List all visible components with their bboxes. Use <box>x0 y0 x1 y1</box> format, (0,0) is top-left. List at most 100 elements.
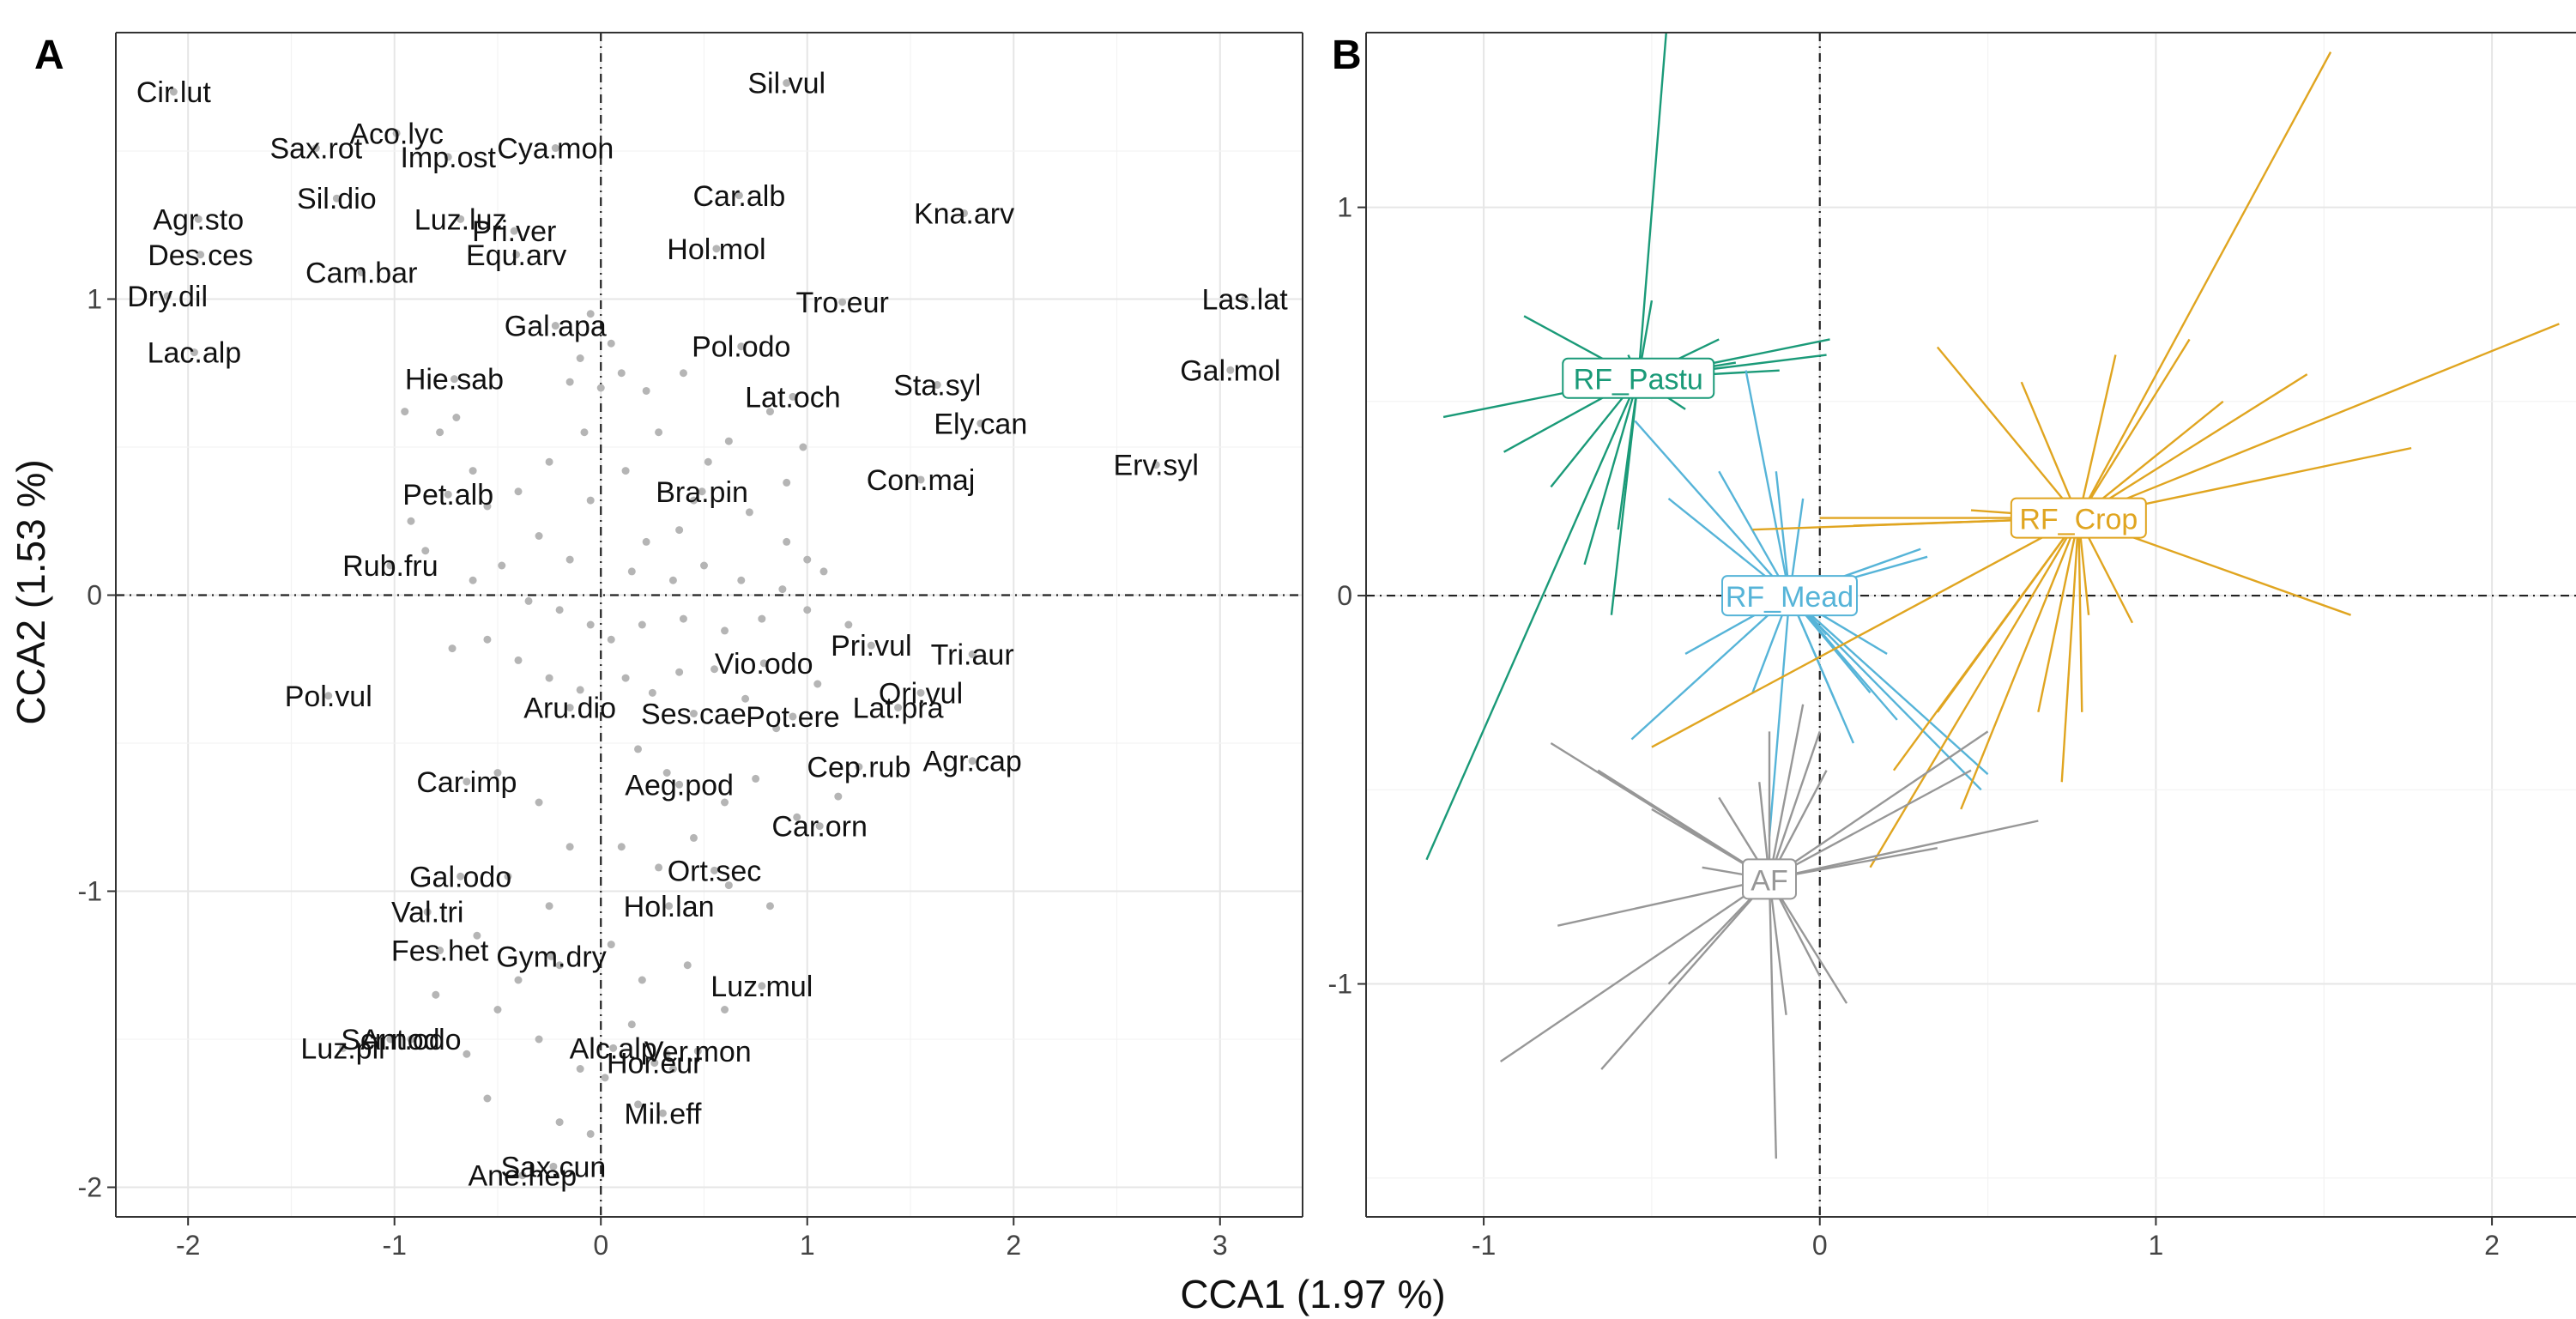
species-point <box>436 947 444 954</box>
species-point <box>607 941 615 949</box>
species-point <box>778 585 787 594</box>
species-point <box>545 902 553 911</box>
species-point <box>834 792 843 801</box>
species-label: Agr.cap <box>923 746 1022 778</box>
species-point <box>789 392 797 401</box>
species-point <box>765 408 774 416</box>
species-point <box>194 215 203 223</box>
panel-b-group-spider: B RF_Pastu RF_Mead RF_Crop AF -1 0 1 2 -1 0 1 <box>1328 32 2576 1261</box>
species-point <box>689 833 698 842</box>
species-point <box>712 245 721 253</box>
species-label: Imp.ost <box>400 142 496 174</box>
species-point <box>565 704 574 712</box>
x-tick-label: 0 <box>593 1230 608 1261</box>
group-spoke <box>1718 470 1791 596</box>
species-point <box>586 1129 595 1138</box>
species-label: Sax.cun <box>500 1151 606 1183</box>
species-label: Gym.dry <box>496 941 606 973</box>
species-label: Gal.mol <box>1180 354 1280 387</box>
species-point <box>699 561 708 570</box>
y-tick-label: 1 <box>87 284 102 315</box>
group-spoke <box>2077 517 2083 712</box>
group-spoke <box>1600 878 1770 1070</box>
species-point <box>463 1050 471 1058</box>
group-spoke <box>1768 595 1791 837</box>
x-tick-label: 2 <box>2484 1230 2500 1261</box>
x-tick-label: -1 <box>1472 1230 1496 1261</box>
group-spoke <box>2077 373 2308 519</box>
species-label: Sta.syl <box>893 370 981 402</box>
species-point <box>758 614 766 623</box>
species-label: Agr.sto <box>153 203 244 236</box>
y-tick-label: -2 <box>78 1172 102 1203</box>
species-point <box>576 354 584 362</box>
species-point <box>576 686 584 694</box>
species-point <box>617 369 626 378</box>
species-point <box>721 1006 729 1013</box>
group-spoke <box>1768 731 1821 880</box>
species-point <box>689 496 698 505</box>
species-point <box>493 1006 502 1013</box>
species-point <box>514 487 523 496</box>
group-label-box <box>2010 497 2147 539</box>
species-point <box>407 517 415 525</box>
species-point <box>617 843 626 851</box>
species-point <box>737 342 746 351</box>
species-point <box>493 769 502 777</box>
species-label: Car.orn <box>771 811 868 844</box>
group-spoke <box>1651 517 2079 748</box>
group-spoke <box>1768 879 1778 1159</box>
species-label: Aru.dio <box>523 693 616 725</box>
species-label: Ely.can <box>934 408 1027 440</box>
species-point <box>977 419 985 427</box>
species-point <box>596 384 605 392</box>
species-point <box>524 596 533 605</box>
species-label: Alc.alp <box>570 1032 657 1065</box>
group-label: RF_Mead <box>1726 581 1853 614</box>
group-spoke <box>1769 769 1972 880</box>
x-tick-label: 0 <box>1812 1230 1828 1261</box>
x-tick-label: -2 <box>176 1230 200 1261</box>
species-label: Pet.alb <box>402 479 493 511</box>
group-spoke <box>1617 378 1640 530</box>
species-point <box>169 88 178 96</box>
species-label: Hol.lan <box>624 891 715 923</box>
species-point <box>968 757 977 765</box>
species-point <box>838 298 847 306</box>
grid <box>1366 33 2576 1217</box>
species-point <box>514 976 523 984</box>
x-tick-label: 3 <box>1212 1230 1228 1261</box>
species-point <box>576 1065 584 1073</box>
species-point <box>638 976 646 984</box>
species-point <box>535 532 543 540</box>
species-point <box>421 547 430 555</box>
species-point <box>469 576 477 584</box>
species-label: Vio.odo <box>715 648 813 681</box>
species-point <box>450 375 458 384</box>
species-point <box>803 606 812 614</box>
species-point <box>444 490 452 499</box>
species-label: Ort.sec <box>668 855 762 887</box>
species-point <box>555 1118 564 1127</box>
species-point <box>627 1020 636 1029</box>
species-point <box>648 688 656 697</box>
species-point <box>436 428 444 437</box>
species-point <box>679 614 687 623</box>
species-point <box>634 745 643 753</box>
species-point <box>580 428 589 437</box>
species-label: Cya.mon <box>497 133 614 166</box>
species-label: Mil.eff <box>624 1098 702 1130</box>
group-spoke <box>2020 381 2080 519</box>
species-point <box>469 467 477 475</box>
species-point <box>675 668 684 676</box>
x-tick-label: 2 <box>1006 1230 1021 1261</box>
species-point <box>386 561 395 570</box>
species-label: Ver.mon <box>644 1036 752 1068</box>
plot-area: Cir.lut Aco.lyc Sil.vul Sax.rot Imp.ost Cya.m… <box>127 68 1288 1193</box>
species-label: Cep.rub <box>807 752 910 784</box>
group-label-box <box>1721 575 1858 617</box>
species-point <box>448 644 457 653</box>
group-spoke <box>2037 517 2080 713</box>
species-point <box>535 798 543 807</box>
species-point <box>693 1047 702 1056</box>
